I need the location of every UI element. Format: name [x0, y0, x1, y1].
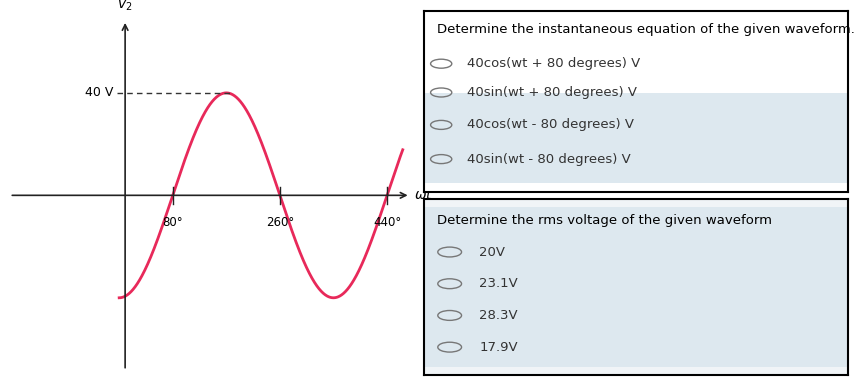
Text: 23.1V: 23.1V: [479, 277, 518, 290]
Text: 40sin(wt + 80 degrees) V: 40sin(wt + 80 degrees) V: [466, 86, 637, 99]
Text: 20V: 20V: [479, 246, 506, 259]
Text: 40cos(wt + 80 degrees) V: 40cos(wt + 80 degrees) V: [466, 57, 640, 70]
Bar: [424, 20, 848, 93]
Text: 17.9V: 17.9V: [479, 340, 518, 354]
Text: Determine the rms voltage of the given waveform: Determine the rms voltage of the given w…: [437, 214, 772, 227]
Text: Determine the instantaneous equation of the given waveform.: Determine the instantaneous equation of …: [437, 23, 854, 36]
Text: $v_2$: $v_2$: [117, 0, 133, 13]
Text: 80°: 80°: [163, 216, 183, 229]
Text: 28.3V: 28.3V: [479, 309, 518, 322]
Text: 40sin(wt - 80 degrees) V: 40sin(wt - 80 degrees) V: [466, 152, 631, 165]
Text: 260°: 260°: [266, 216, 294, 229]
Text: 440°: 440°: [373, 216, 401, 229]
Bar: [424, 93, 848, 183]
Text: $\omega t$: $\omega t$: [415, 188, 434, 202]
Text: 40cos(wt - 80 degrees) V: 40cos(wt - 80 degrees) V: [466, 118, 633, 131]
Text: 40 V: 40 V: [85, 87, 113, 99]
